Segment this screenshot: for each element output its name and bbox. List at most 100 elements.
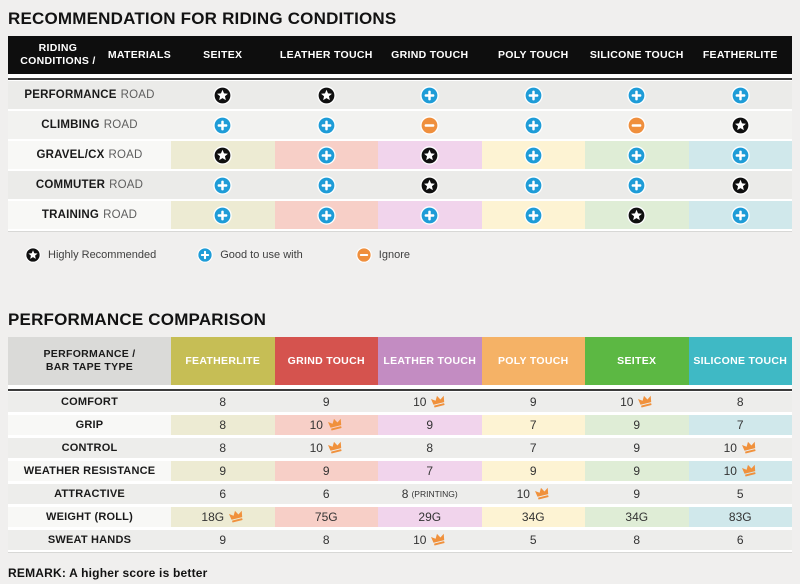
score-value: 75G <box>314 510 338 524</box>
score-cell: 8 <box>171 415 275 435</box>
performance-row-label-cell: WEIGHT (ROLL) <box>8 507 171 527</box>
crown-icon <box>533 485 550 500</box>
score-cell: 10 <box>481 484 585 504</box>
bartape-column-label: LEATHER TOUCH <box>383 354 477 367</box>
material-column-header: SILICONE TOUCH <box>585 36 689 74</box>
score-value: 9 <box>529 395 537 409</box>
bartape-column-header: FEATHERLITE <box>171 337 275 385</box>
score-cell: 34G <box>585 507 689 527</box>
score-cell: 34G <box>481 507 585 527</box>
score-cell: 7 <box>378 461 482 481</box>
score-cell: 75G <box>274 507 378 527</box>
score-cell: 9 <box>378 415 482 435</box>
performance-row-label: CONTROL <box>61 442 118 454</box>
recommendation-cell <box>274 171 378 199</box>
performance-header-row: PERFORMANCE / BAR TAPE TYPE FEATHERLITE G… <box>8 337 792 385</box>
recommendation-cell <box>585 201 689 229</box>
plus-icon <box>213 175 232 195</box>
score-cell: 18G <box>171 507 275 527</box>
material-column-header: SEITEX <box>171 36 275 74</box>
crown-icon <box>430 393 447 408</box>
performance-row-label: GRIP <box>75 419 104 431</box>
performance-comparison-table: PERFORMANCE / BAR TAPE TYPE FEATHERLITE G… <box>8 337 792 553</box>
recommendation-cell <box>481 171 585 199</box>
material-column-label: LEATHER TOUCH <box>279 48 373 61</box>
crown-icon <box>228 508 245 523</box>
minus-icon <box>356 247 372 263</box>
performance-row: WEATHER RESISTANCE 9 9 7 9 9 10 <box>8 461 792 481</box>
bartape-column-header: SILICONE TOUCH <box>688 337 792 385</box>
star-icon <box>420 175 439 195</box>
score-value: 9 <box>633 418 641 432</box>
plus-icon <box>213 205 232 225</box>
recommendation-cell <box>274 81 378 109</box>
score-value: 9 <box>633 441 641 455</box>
score-cell: 6 <box>274 484 378 504</box>
riding-row: PERFORMANCE ROAD <box>8 81 792 109</box>
recommendation-cell <box>688 81 792 109</box>
performance-row-label: SWEAT HANDS <box>47 534 132 546</box>
score-cell: 9 <box>585 438 689 458</box>
recommendation-cell <box>688 201 792 229</box>
header-divider <box>8 389 792 391</box>
section1-title: RECOMMENDATION FOR RIDING CONDITIONS <box>8 9 397 28</box>
plus-icon <box>731 85 750 105</box>
riding-row-label-cell: CLIMBING ROAD <box>8 111 171 139</box>
score-value: 9 <box>529 464 537 478</box>
score-cell: 7 <box>688 415 792 435</box>
crown-icon <box>326 416 343 431</box>
recommendation-cell <box>688 141 792 169</box>
plus-icon <box>420 205 439 225</box>
legend-item-star: Highly Recommended <box>25 247 156 263</box>
riding-row: CLIMBING ROAD <box>8 111 792 139</box>
riding-row-label: COMMUTER ROAD <box>35 179 144 191</box>
plus-icon <box>627 85 646 105</box>
score-cell: 9 <box>274 392 378 412</box>
score-value: 7 <box>529 441 537 455</box>
performance-row-label: COMFORT <box>60 396 118 408</box>
performance-row: COMFORT 8 9 10 9 10 8 <box>8 392 792 412</box>
score-value: 9 <box>633 464 641 478</box>
score-value: 5 <box>529 533 537 547</box>
riding-row: TRAINING ROAD <box>8 201 792 229</box>
score-value: 8 <box>219 418 227 432</box>
riding-row: COMMUTER ROAD <box>8 171 792 199</box>
bartape-column-label: SILICONE TOUCH <box>693 354 788 367</box>
bartape-column-header: SEITEX <box>585 337 689 385</box>
performance-row-label: ATTRACTIVE <box>54 488 125 500</box>
score-cell: 9 <box>171 461 275 481</box>
recommendation-cell <box>378 141 482 169</box>
score-cell: 8 <box>171 392 275 412</box>
performance-row-label-cell: SWEAT HANDS <box>8 530 171 550</box>
recommendation-cell <box>171 141 275 169</box>
score-value: 9 <box>219 464 227 478</box>
score-cell: 8 <box>171 438 275 458</box>
bartape-column-label: POLY TOUCH <box>498 354 569 367</box>
score-cell: 29G <box>378 507 482 527</box>
score-value: 10 <box>724 464 757 478</box>
legend-label: Highly Recommended <box>48 249 157 261</box>
score-value: 6 <box>736 533 744 547</box>
score-cell: 83G <box>688 507 792 527</box>
star-icon <box>731 175 750 195</box>
score-cell: 8 (PRINTING) <box>378 484 482 504</box>
score-cell: 8 <box>378 438 482 458</box>
riding-row-label-cell: COMMUTER ROAD <box>8 171 171 199</box>
performance-row: SWEAT HANDS 9 8 10 5 8 6 <box>8 530 792 550</box>
score-value: 9 <box>219 533 227 547</box>
recommendation-cell <box>585 81 689 109</box>
material-column-header: LEATHER TOUCH <box>275 36 379 74</box>
score-cell: 10 <box>585 392 689 412</box>
riding-row-label: TRAINING ROAD <box>41 209 138 221</box>
recommendation-cell <box>585 111 689 139</box>
score-cell: 5 <box>481 530 585 550</box>
recommendation-cell <box>274 141 378 169</box>
recommendation-cell <box>171 81 275 109</box>
performance-row-label: WEIGHT (ROLL) <box>46 511 133 523</box>
legend-label: Ignore <box>378 249 410 261</box>
score-cell: 9 <box>481 392 585 412</box>
score-value: 34G <box>521 510 545 524</box>
performance-row-label-cell: COMFORT <box>8 392 171 412</box>
riding-row: GRAVEL/CX ROAD <box>8 141 792 169</box>
plus-icon <box>524 205 543 225</box>
